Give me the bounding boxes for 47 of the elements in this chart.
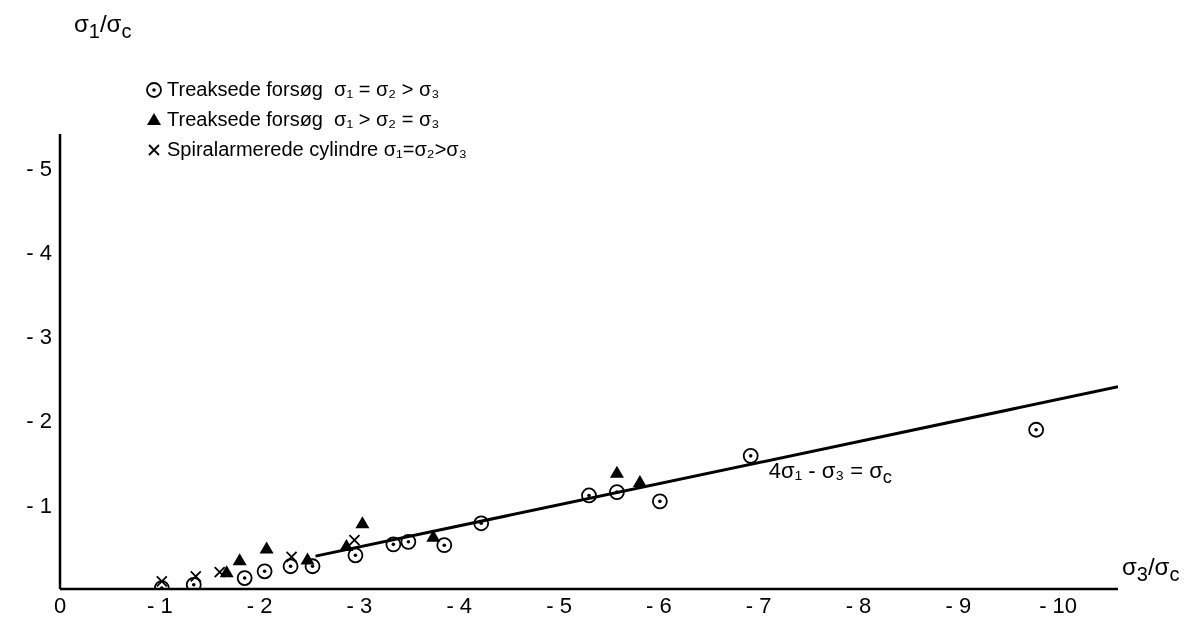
- y-tick-label: - 2: [26, 408, 52, 434]
- point: [256, 563, 273, 580]
- x-tick-label: 0: [53, 592, 67, 618]
- point: [400, 533, 417, 550]
- point: [213, 566, 226, 579]
- x-tick-label: - 9: [945, 592, 972, 618]
- annotation: 4σ₁ - σ₃ = σ$_{c}$: [768, 458, 893, 489]
- point: [259, 541, 274, 554]
- x-tick-label: - 5: [546, 592, 572, 618]
- point: [436, 537, 453, 554]
- point: [355, 516, 370, 529]
- point: [282, 558, 299, 575]
- point: [651, 493, 668, 510]
- legend-label: Treaksede forsøg σ₁ > σ₂ = σ₃: [167, 107, 440, 132]
- point: [236, 570, 253, 586]
- x-axis-title: σ$_{3}$/σ$_{c}$: [1122, 553, 1180, 586]
- point: [300, 552, 315, 565]
- y-tick-label: - 5: [26, 155, 52, 181]
- legend-label: Treaksede forsøg σ₁ = σ₂ > σ₃: [167, 77, 440, 102]
- x-tick-label: - 10: [1039, 592, 1078, 618]
- point: [609, 484, 625, 500]
- point: [219, 565, 234, 578]
- x-tick-label: - 3: [346, 592, 373, 618]
- x-tick-label: - 6: [646, 592, 672, 618]
- point: [232, 553, 247, 566]
- legend-label: Spiralarmerede cylindre σ₁=σ₂>σ₃: [167, 137, 467, 162]
- point: [1028, 421, 1045, 438]
- point: [189, 570, 202, 583]
- point: [581, 487, 597, 504]
- x-tick-label: - 7: [745, 592, 772, 618]
- point: [347, 547, 364, 564]
- point: [742, 447, 759, 464]
- y-tick-label: - 1: [26, 492, 52, 518]
- point: [285, 551, 298, 563]
- point: [385, 536, 402, 553]
- point: [609, 465, 624, 478]
- x-tick-label: - 1: [146, 592, 173, 618]
- point: [473, 515, 490, 532]
- y-tick-label: - 3: [26, 324, 52, 350]
- y-tick-label: - 4: [26, 239, 52, 265]
- y-axis-title: σ$_{1}$/σ$_{c}$: [74, 10, 132, 43]
- x-tick-label: - 4: [446, 592, 473, 618]
- x-tick-label: - 2: [246, 592, 273, 618]
- point: [304, 558, 321, 575]
- point: [348, 534, 361, 547]
- x-tick-label: - 8: [845, 592, 872, 618]
- point: [155, 575, 168, 588]
